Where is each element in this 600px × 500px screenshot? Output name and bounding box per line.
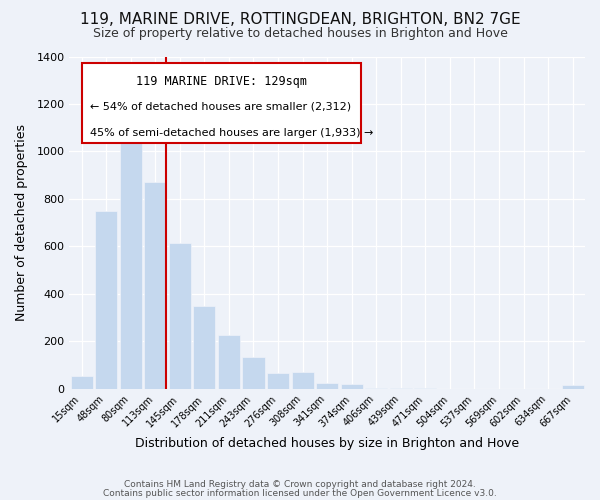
Bar <box>119 129 142 389</box>
Bar <box>242 358 265 389</box>
Bar <box>365 388 388 389</box>
Bar <box>390 388 412 389</box>
Bar <box>95 211 117 389</box>
Text: ← 54% of detached houses are smaller (2,312): ← 54% of detached houses are smaller (2,… <box>90 102 351 112</box>
Text: 119 MARINE DRIVE: 129sqm: 119 MARINE DRIVE: 129sqm <box>136 75 307 88</box>
Bar <box>71 376 92 389</box>
Text: 119, MARINE DRIVE, ROTTINGDEAN, BRIGHTON, BN2 7GE: 119, MARINE DRIVE, ROTTINGDEAN, BRIGHTON… <box>80 12 520 28</box>
Text: Size of property relative to detached houses in Brighton and Hove: Size of property relative to detached ho… <box>92 28 508 40</box>
Bar <box>562 386 584 389</box>
Text: Contains public sector information licensed under the Open Government Licence v3: Contains public sector information licen… <box>103 488 497 498</box>
FancyBboxPatch shape <box>82 63 361 143</box>
Bar <box>218 335 240 389</box>
Bar <box>144 182 166 389</box>
Bar <box>267 374 289 389</box>
Bar <box>292 372 314 389</box>
Bar <box>169 243 191 389</box>
Bar <box>193 306 215 389</box>
Bar <box>341 384 363 389</box>
X-axis label: Distribution of detached houses by size in Brighton and Hove: Distribution of detached houses by size … <box>135 437 519 450</box>
Bar <box>316 383 338 389</box>
Text: 45% of semi-detached houses are larger (1,933) →: 45% of semi-detached houses are larger (… <box>90 128 373 138</box>
Y-axis label: Number of detached properties: Number of detached properties <box>15 124 28 321</box>
Text: Contains HM Land Registry data © Crown copyright and database right 2024.: Contains HM Land Registry data © Crown c… <box>124 480 476 489</box>
